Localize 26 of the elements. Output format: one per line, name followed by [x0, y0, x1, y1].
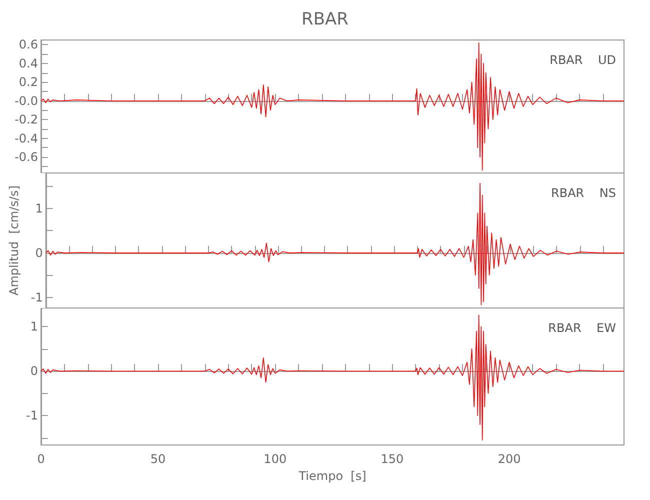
x-tick-label: 50	[150, 452, 166, 466]
y-tick-label: 0	[30, 364, 38, 378]
y-tick-label: 0.2	[18, 75, 38, 90]
y-tick-label: 1	[30, 320, 38, 334]
line-series	[40, 42, 624, 171]
y-axis-title: Amplitud [cm/s/s]	[7, 186, 21, 296]
y-tick-label: 0.4	[18, 56, 38, 70]
annotation: RBAR EW	[548, 321, 616, 335]
y-tick-label: -0.6	[14, 150, 38, 164]
x-axis-title: Tiempo [s]	[298, 468, 366, 483]
x-tick-label: 100	[264, 452, 287, 466]
x-tick-label: 200	[498, 452, 521, 466]
y-tick-label: -0.0	[14, 94, 38, 108]
chart-title: RBAR	[302, 10, 349, 30]
annotation: RBAR UD	[550, 53, 616, 67]
x-tick-label: 150	[380, 452, 404, 466]
y-tick-label: -0.4	[14, 131, 38, 146]
annotation: RBAR NS	[551, 186, 616, 200]
line-series	[40, 314, 624, 441]
y-tick-label: 1	[35, 202, 43, 216]
y-tick-label: -1	[30, 290, 43, 304]
line-series	[45, 182, 624, 306]
y-tick-label: 0.6	[18, 38, 38, 52]
y-tick-label: -0.2	[14, 112, 38, 127]
y-tick-label: -1	[26, 408, 38, 423]
y-tick-label: 0	[35, 246, 43, 260]
